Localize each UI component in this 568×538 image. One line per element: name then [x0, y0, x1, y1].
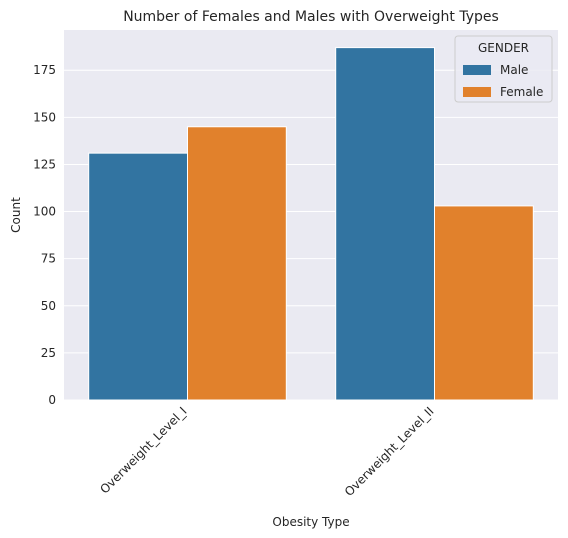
y-tick-labels: 0 25 50 75 100 125 150 175 — [33, 63, 56, 407]
bar-male-0 — [88, 152, 188, 401]
bar-female-1 — [434, 205, 534, 401]
y-tick-label: 50 — [41, 299, 56, 313]
x-tick-labels: Overweight_Level_I Overweight_Level_II — [97, 404, 436, 499]
legend-label-female: Female — [500, 85, 543, 99]
y-tick-label: 100 — [33, 205, 56, 219]
y-tick-label: 150 — [33, 110, 56, 124]
legend-swatch-male — [463, 65, 491, 75]
y-tick-label: 75 — [41, 252, 56, 266]
y-tick-label: 25 — [41, 346, 56, 360]
legend-items: Male Female — [463, 63, 543, 99]
bars — [88, 47, 534, 401]
y-tick-label: 125 — [33, 157, 56, 171]
legend: GENDER Male Female — [454, 35, 553, 103]
x-tick-label: Overweight_Level_I — [97, 404, 189, 496]
x-axis-label: Obesity Type — [272, 515, 349, 529]
y-tick-label: 0 — [48, 393, 56, 407]
y-tick-label: 175 — [33, 63, 56, 77]
legend-title: GENDER — [478, 41, 529, 55]
legend-label-male: Male — [500, 63, 528, 77]
bar-female-0 — [187, 126, 287, 401]
legend-swatch-female — [463, 87, 491, 97]
chart-title: Number of Females and Males with Overwei… — [123, 9, 499, 25]
y-axis-label: Count — [9, 197, 23, 233]
bar-male-1 — [335, 47, 436, 401]
legend-box — [454, 35, 553, 103]
x-tick-label: Overweight_Level_II — [342, 404, 437, 499]
